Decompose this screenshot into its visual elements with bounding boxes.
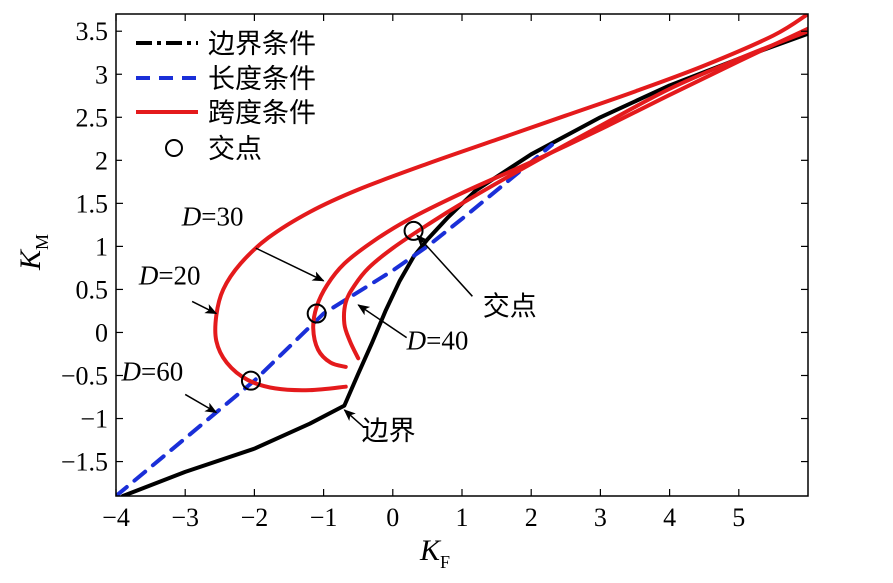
legend-item-boundary: 边界条件 xyxy=(136,29,316,60)
y-tick-label: −0.5 xyxy=(61,362,108,391)
annotation-label-d20: D=20 xyxy=(138,260,201,290)
legend-swatch-intersection xyxy=(165,139,183,157)
x-tick-label: 3 xyxy=(594,503,607,532)
legend-item-length: 长度条件 xyxy=(136,64,316,95)
legend: 边界条件 长度条件 跨度条件 交点 xyxy=(122,22,354,172)
intersection-marker-1 xyxy=(240,370,261,391)
annotation-arrow-d60 xyxy=(184,393,218,414)
annotation-label-d30: D=30 xyxy=(181,202,244,232)
y-tick-label: 2 xyxy=(95,146,108,175)
y-tick-label: 2.5 xyxy=(76,103,109,132)
series-line-span-D20 xyxy=(213,14,808,393)
y-tick-label: 3 xyxy=(95,60,108,89)
x-tick-label: 4 xyxy=(663,503,676,532)
intersection-markers xyxy=(240,220,424,391)
x-axis-label: KF xyxy=(419,534,450,572)
annotation-arrow-d40 xyxy=(357,304,408,339)
annotation-label-jiaodian: 交点 xyxy=(483,291,537,321)
y-tick-label: 3.5 xyxy=(76,17,109,46)
legend-label-boundary: 边界条件 xyxy=(208,29,316,60)
y-tick-label: 0.5 xyxy=(76,275,109,304)
x-tick-label: 2 xyxy=(525,503,538,532)
intersection-marker-2 xyxy=(306,303,327,324)
x-tick-label: −1 xyxy=(310,503,338,532)
legend-label-intersection: 交点 xyxy=(208,134,262,165)
series-line-span-D30 xyxy=(311,26,808,369)
legend-background xyxy=(122,22,354,172)
legend-label-span: 跨度条件 xyxy=(208,98,316,129)
intersection-marker-3 xyxy=(403,220,424,241)
series-line-span-D40 xyxy=(342,29,808,361)
x-tick-label: 1 xyxy=(456,503,469,532)
y-tick-label: 0 xyxy=(95,318,108,347)
annotation-label-bianjie: 边界 xyxy=(362,416,416,446)
legend-item-span: 跨度条件 xyxy=(136,98,316,129)
series-layer xyxy=(116,14,808,496)
x-tick-label: 5 xyxy=(732,503,745,532)
annotation-label-d60: D=60 xyxy=(121,357,184,387)
x-axis-ticks: −4 −3 −2 −1 0 1 2 3 4 5 xyxy=(102,14,745,532)
y-tick-label: −1 xyxy=(80,405,108,434)
x-tick-label: −2 xyxy=(241,503,269,532)
legend-item-intersection: 交点 xyxy=(165,134,262,165)
annotation-arrow-d30 xyxy=(255,247,325,282)
x-tick-label: −3 xyxy=(171,503,199,532)
y-axis-label: KM xyxy=(14,234,52,271)
x-tick-label: −4 xyxy=(102,503,130,532)
series-line-boundary xyxy=(120,31,808,496)
y-tick-label: 1.5 xyxy=(76,189,109,218)
annotation-arrow-jiaodian xyxy=(416,234,473,297)
annotation-arrow-d20 xyxy=(191,300,218,315)
legend-label-length: 长度条件 xyxy=(208,64,316,95)
annotation-arrow-bianjie xyxy=(343,409,365,428)
x-tick-label: 0 xyxy=(386,503,399,532)
annotation-label-d40: D=40 xyxy=(406,326,469,356)
y-tick-label: 1 xyxy=(95,232,108,261)
y-axis-ticks: −1.5 −1 −0.5 0 0.5 1 1.5 2 2.5 3 3.5 xyxy=(61,17,808,477)
y-tick-label: −1.5 xyxy=(61,448,108,477)
